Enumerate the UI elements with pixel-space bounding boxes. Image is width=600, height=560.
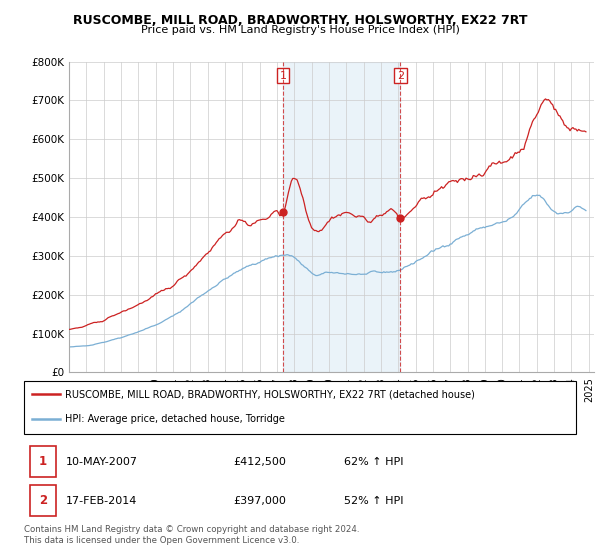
Text: RUSCOMBE, MILL ROAD, BRADWORTHY, HOLSWORTHY, EX22 7RT (detached house): RUSCOMBE, MILL ROAD, BRADWORTHY, HOLSWOR… xyxy=(65,389,475,399)
Text: 62% ↑ HPI: 62% ↑ HPI xyxy=(344,456,404,466)
Text: HPI: Average price, detached house, Torridge: HPI: Average price, detached house, Torr… xyxy=(65,414,285,424)
Text: Price paid vs. HM Land Registry's House Price Index (HPI): Price paid vs. HM Land Registry's House … xyxy=(140,25,460,35)
Text: 52% ↑ HPI: 52% ↑ HPI xyxy=(344,496,404,506)
FancyBboxPatch shape xyxy=(24,381,576,434)
Text: £397,000: £397,000 xyxy=(234,496,287,506)
Text: Contains HM Land Registry data © Crown copyright and database right 2024.
This d: Contains HM Land Registry data © Crown c… xyxy=(24,525,359,545)
FancyBboxPatch shape xyxy=(29,485,56,516)
Bar xyxy=(283,62,400,372)
Text: RUSCOMBE, MILL ROAD, BRADWORTHY, HOLSWORTHY, EX22 7RT: RUSCOMBE, MILL ROAD, BRADWORTHY, HOLSWOR… xyxy=(73,14,527,27)
Text: £412,500: £412,500 xyxy=(234,456,287,466)
FancyBboxPatch shape xyxy=(29,446,56,477)
Text: 2: 2 xyxy=(397,71,404,81)
Text: 17-FEB-2014: 17-FEB-2014 xyxy=(65,496,137,506)
Text: 2: 2 xyxy=(39,494,47,507)
Text: 10-MAY-2007: 10-MAY-2007 xyxy=(65,456,137,466)
Text: 1: 1 xyxy=(280,71,287,81)
Text: 1: 1 xyxy=(39,455,47,468)
